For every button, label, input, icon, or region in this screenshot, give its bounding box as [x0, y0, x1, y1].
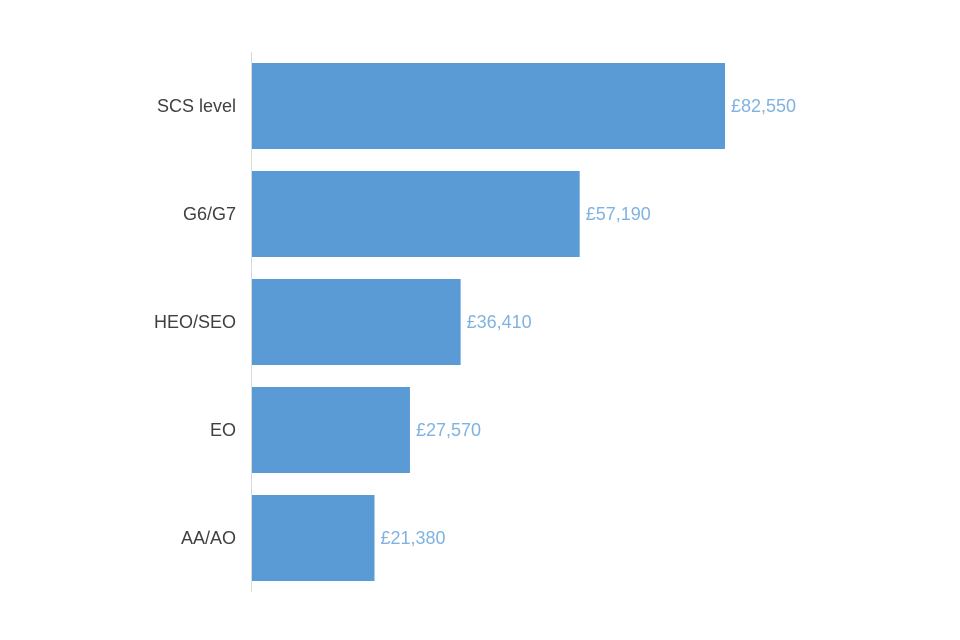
data-label: £21,380 — [381, 528, 446, 548]
category-label: HEO/SEO — [154, 312, 236, 332]
data-label: £82,550 — [731, 96, 796, 116]
bars-layer — [252, 63, 725, 581]
category-label: EO — [210, 420, 236, 440]
category-label: G6/G7 — [183, 204, 236, 224]
category-label: SCS level — [157, 96, 236, 116]
bar — [252, 279, 461, 365]
data-label: £27,570 — [416, 420, 481, 440]
labels-layer: SCS level £82,550 G6/G7 £57,190 HEO/SEO £36,4… — [154, 96, 796, 548]
bar — [252, 171, 580, 257]
category-label: AA/AO — [181, 528, 236, 548]
bar — [252, 387, 410, 473]
data-label: £57,190 — [586, 204, 651, 224]
bar — [252, 63, 725, 149]
data-label: £36,410 — [467, 312, 532, 332]
bar — [252, 495, 375, 581]
